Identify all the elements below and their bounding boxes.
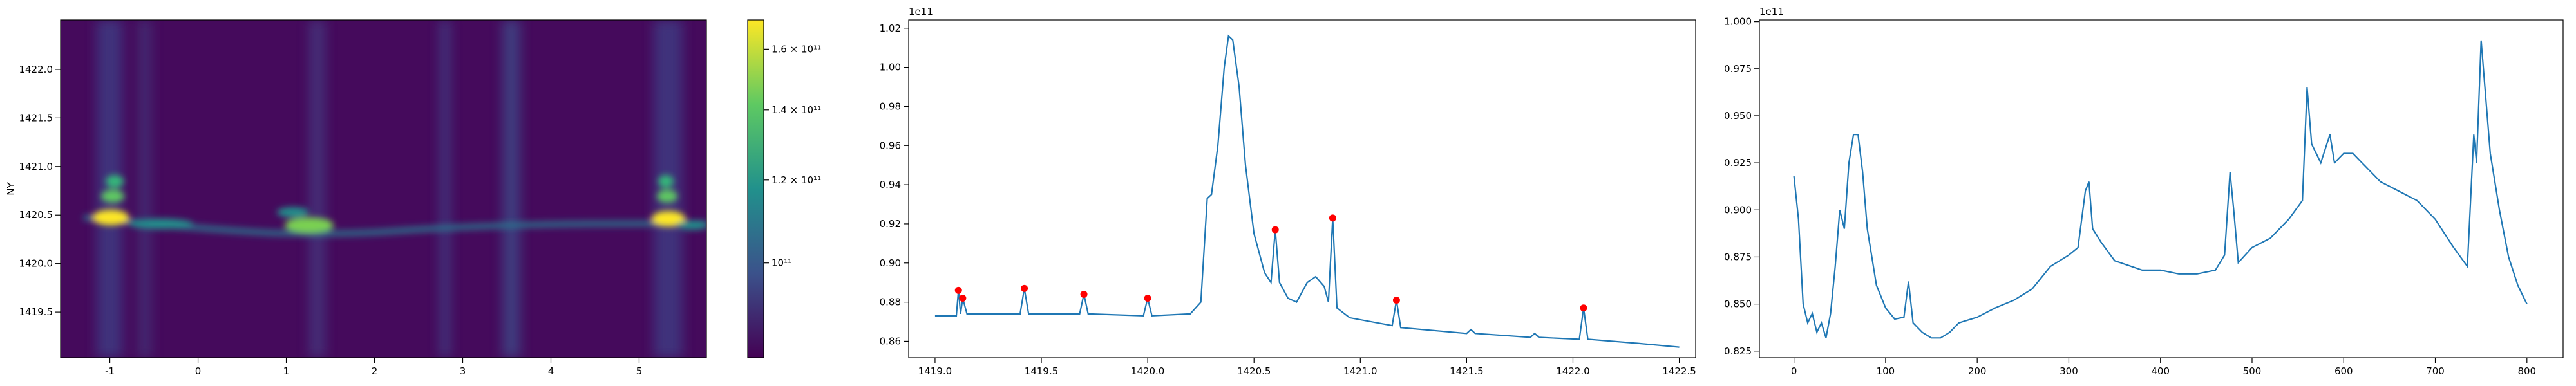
y-tick-label: 0.825 <box>1724 345 1752 357</box>
x-tick-label: 4 <box>548 365 554 377</box>
x-tick-label: 600 <box>2334 365 2353 377</box>
axes-frame <box>1759 19 2564 358</box>
x-tick-label: 100 <box>1877 365 1895 377</box>
peak-marker <box>1392 297 1400 304</box>
x-tick-label: 1 <box>283 365 290 377</box>
x-tick-label: 500 <box>2243 365 2262 377</box>
x-tick-label: 2 <box>372 365 378 377</box>
heatmap-image <box>61 20 706 358</box>
x-tick-label: 3 <box>460 365 466 377</box>
colorbar-tick-label: 1.2 × 10¹¹ <box>772 174 821 186</box>
offset-label: 1e11 <box>909 6 933 17</box>
y-tick-label: 1420.5 <box>19 209 53 221</box>
x-tick-label: 0 <box>1791 365 1797 377</box>
y-tick-label: 0.950 <box>1724 110 1752 122</box>
y-tick-label: 1419.5 <box>19 306 53 318</box>
y-tick-label: 0.86 <box>880 335 901 347</box>
colorbar-tick-label: 1.6 × 10¹¹ <box>772 43 821 55</box>
colorbar-tick-label: 1.4 × 10¹¹ <box>772 104 821 116</box>
y-tick-label: 1.00 <box>880 62 901 73</box>
x-tick-label: 0 <box>195 365 202 377</box>
y-tick-label: 1421.5 <box>19 112 53 124</box>
peak-marker <box>1080 290 1088 298</box>
y-tick-label: 0.925 <box>1724 157 1752 169</box>
y-tick-label: 0.975 <box>1724 63 1752 75</box>
axes-frame <box>908 19 1696 358</box>
x-tick-label: 1420.5 <box>1237 365 1271 377</box>
x-tick-label: 300 <box>2060 365 2078 377</box>
data-line <box>934 34 1680 348</box>
y-tick-label: 1421.0 <box>19 161 53 172</box>
axes-frame <box>60 19 707 358</box>
y-tick-label: 1.000 <box>1724 16 1752 28</box>
y-axis-label: NY <box>5 181 17 195</box>
y-tick-label: 0.900 <box>1724 204 1752 216</box>
y-tick-label: 0.850 <box>1724 299 1752 310</box>
x-tick-label: 1421.5 <box>1450 365 1484 377</box>
peak-marker <box>1580 304 1587 312</box>
x-tick-label: 1419.0 <box>918 365 952 377</box>
colorbar-tick-label: 10¹¹ <box>772 257 791 269</box>
x-tick-label: 800 <box>2517 365 2536 377</box>
x-tick-label: 5 <box>636 365 643 377</box>
y-tick-label: 0.88 <box>880 297 901 308</box>
y-tick-label: 1422.0 <box>19 64 53 75</box>
x-tick-label: 200 <box>1968 365 1987 377</box>
peak-marker <box>959 295 967 302</box>
x-tick-label: 1422.5 <box>1662 365 1696 377</box>
peak-marker <box>1144 295 1151 302</box>
offset-label: 1e11 <box>1759 6 1784 17</box>
y-tick-label: 0.90 <box>880 257 901 269</box>
y-tick-label: 0.98 <box>880 100 901 112</box>
peak-marker <box>954 286 962 294</box>
y-tick-label: 0.875 <box>1724 251 1752 262</box>
y-tick-label: 0.92 <box>880 218 901 230</box>
x-tick-label: 1422.0 <box>1556 365 1590 377</box>
y-tick-label: 1.02 <box>880 23 901 34</box>
data-line <box>1793 40 2528 339</box>
peak-marker <box>1329 214 1336 222</box>
x-tick-label: 400 <box>2151 365 2170 377</box>
y-tick-label: 1420.0 <box>19 258 53 270</box>
colorbar <box>747 19 764 358</box>
x-tick-label: 700 <box>2426 365 2445 377</box>
peak-marker <box>1021 284 1028 292</box>
x-tick-label: 1420.0 <box>1131 365 1165 377</box>
x-tick-label: 1421.0 <box>1343 365 1378 377</box>
x-tick-label: -1 <box>105 365 115 377</box>
peak-marker <box>1271 226 1279 234</box>
y-tick-label: 0.94 <box>880 179 901 190</box>
y-tick-label: 0.96 <box>880 140 901 151</box>
x-tick-label: 1419.5 <box>1025 365 1059 377</box>
